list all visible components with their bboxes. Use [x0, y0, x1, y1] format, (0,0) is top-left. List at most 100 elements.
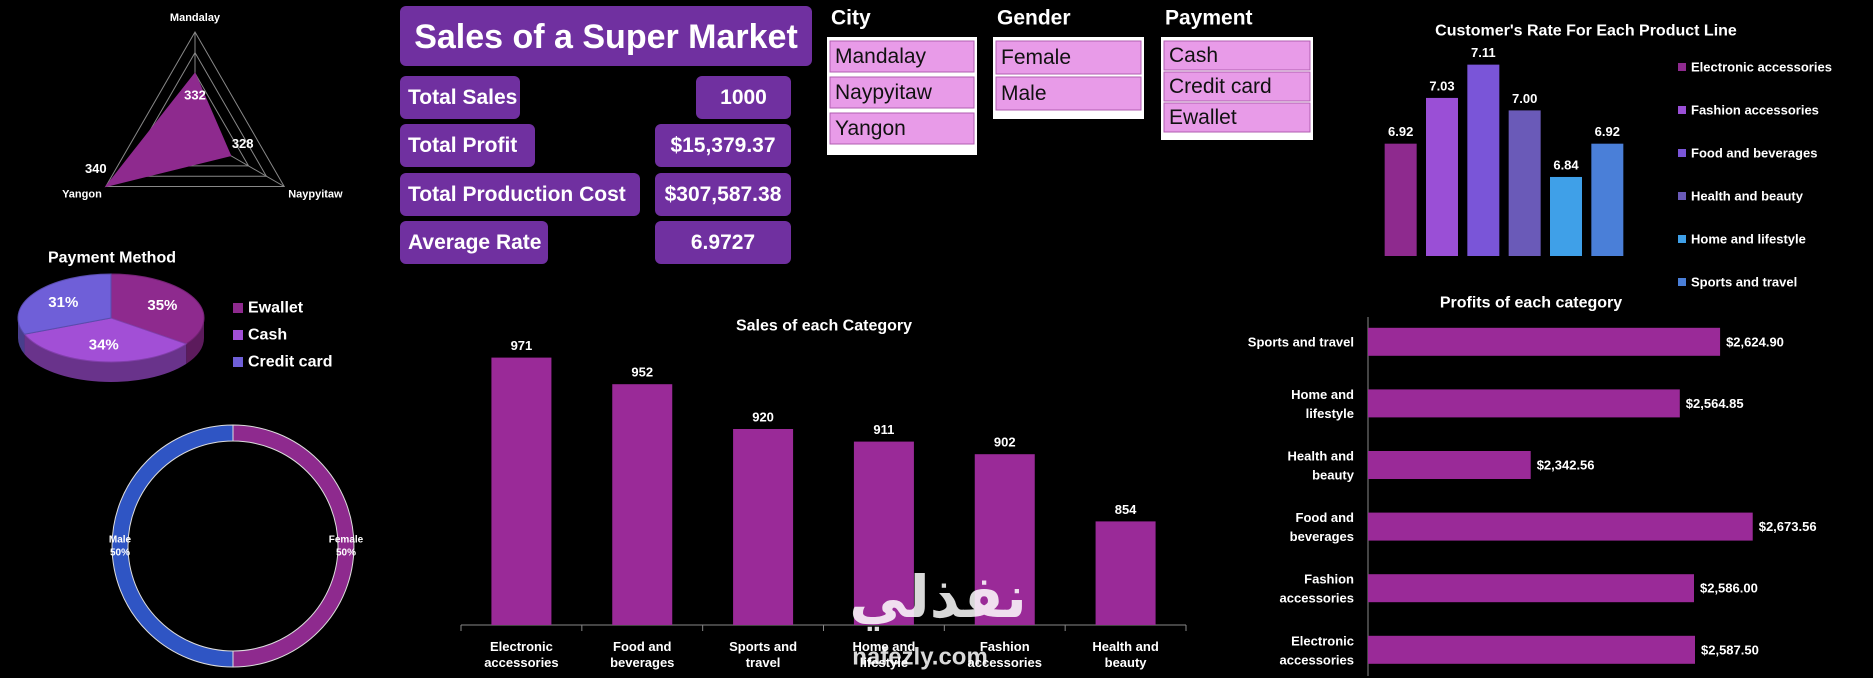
legend-swatch: [1678, 278, 1686, 286]
bar: [1368, 635, 1695, 664]
slicer-item-box[interactable]: [1163, 40, 1311, 71]
donut-segment: [232, 424, 355, 668]
pie-title: Payment Method: [48, 250, 176, 267]
kpi-label: Total Profit: [408, 134, 517, 157]
donut-segment: [111, 424, 234, 668]
slicer-item-box[interactable]: [829, 112, 975, 145]
slicer-item-box[interactable]: [995, 40, 1142, 75]
bar: [1591, 143, 1624, 256]
legend-swatch: [1678, 106, 1686, 114]
bar-value-label: 7.00: [1512, 91, 1537, 106]
radar-value: 328: [232, 136, 254, 151]
slicer-item-box[interactable]: [995, 76, 1142, 111]
slicer-item[interactable]: Cash: [1169, 44, 1218, 67]
legend-label: Food and beverages: [1691, 146, 1817, 161]
y-tick-label: Food and beverages: [1290, 510, 1354, 544]
donut-value: 50%: [110, 548, 130, 559]
x-tick-label: Health and beauty: [1092, 639, 1159, 670]
kpi-label: Average Rate: [408, 231, 541, 254]
bar-value-label: $2,342.56: [1537, 458, 1595, 473]
bar-value-label: 854: [1115, 502, 1137, 517]
pie-label: 34%: [89, 337, 119, 354]
slicer-item[interactable]: Naypyitaw: [835, 81, 933, 104]
slicer-item[interactable]: Mandalay: [835, 45, 927, 68]
bar-value-label: $2,587.50: [1701, 642, 1759, 657]
legend-swatch: [1678, 235, 1686, 243]
legend-label: Health and beauty: [1691, 189, 1804, 204]
grid-ring: [122, 51, 268, 177]
bar-value-label: 6.84: [1553, 157, 1579, 172]
x-tick-label: Food and beverages: [610, 639, 674, 670]
donut-category: Male: [109, 535, 132, 546]
kpi-label-box: [400, 124, 535, 167]
legend-label: Fashion accessories: [1691, 103, 1819, 118]
legend-label: Ewallet: [248, 300, 304, 317]
slicer-item[interactable]: Female: [1001, 46, 1071, 69]
kpi-value: $307,587.38: [665, 183, 782, 206]
legend-swatch: [1678, 63, 1686, 71]
kpi-label-box: [400, 76, 520, 119]
bar: [1368, 512, 1753, 541]
bar-value-label: $2,624.90: [1726, 334, 1784, 349]
bar: [733, 429, 794, 625]
kpi-value-box: [696, 76, 791, 119]
slicer-item[interactable]: Ewallet: [1169, 106, 1237, 129]
bar-value-label: 902: [994, 435, 1016, 450]
kpi-value: 1000: [720, 86, 767, 109]
slicer-item-box[interactable]: [1163, 102, 1311, 133]
kpi-label: Total Production Cost: [408, 183, 626, 206]
y-tick-label: Health and beauty: [1288, 448, 1355, 482]
bar-value-label: $2,564.85: [1686, 396, 1744, 411]
bar: [1550, 176, 1582, 256]
bar: [1368, 327, 1721, 356]
y-tick-label: Fashion accessories: [1280, 571, 1355, 605]
chart-title: Profits of each category: [1440, 295, 1622, 312]
legend-label: Electronic accessories: [1691, 60, 1832, 75]
kpi-label-box: [400, 221, 548, 264]
bar: [1508, 110, 1541, 257]
radar-category: Yangon: [62, 189, 102, 201]
radar-category: Naypyitaw: [288, 189, 343, 201]
pie-label: 35%: [147, 297, 177, 314]
radar-area: [104, 72, 232, 188]
slicer-item-box[interactable]: [829, 76, 975, 109]
chart-title: Sales of each Category: [736, 318, 912, 335]
legend-label: Credit card: [248, 354, 332, 371]
bar: [1368, 451, 1531, 479]
legend-swatch: [233, 357, 243, 367]
title-box: [400, 6, 812, 66]
bar-value-label: 7.03: [1429, 78, 1454, 93]
slicer-title: City: [831, 7, 871, 30]
bar: [1426, 97, 1458, 256]
bar: [853, 441, 914, 625]
bar-value-label: 6.92: [1595, 124, 1620, 139]
bar-value-label: 911: [873, 422, 894, 437]
slicer-item[interactable]: Male: [1001, 82, 1047, 105]
kpi-value: 6.9727: [691, 231, 755, 254]
bar: [491, 357, 552, 625]
watermark-logo: نفذلي: [849, 563, 1026, 631]
bar: [612, 384, 673, 625]
bar: [1368, 574, 1694, 603]
slicer-title: Payment: [1165, 7, 1253, 30]
legend-swatch: [1678, 192, 1686, 200]
legend-label: Cash: [248, 327, 287, 344]
slicer-item[interactable]: Yangon: [835, 117, 906, 140]
slicer-item-box[interactable]: [829, 40, 975, 73]
bar-value-label: 6.92: [1388, 124, 1413, 139]
watermark-site: nafezly.com: [852, 644, 988, 671]
x-tick-label: Fashion accessories: [968, 639, 1042, 670]
legend-swatch: [233, 330, 243, 340]
kpi-value: $15,379.37: [670, 134, 775, 157]
slicer-item[interactable]: Credit card: [1169, 75, 1272, 98]
pie-slice: [110, 273, 205, 345]
bar: [1467, 64, 1500, 256]
donut-category: Female: [329, 535, 364, 546]
dashboard-title: Sales of a Super Market: [414, 18, 798, 56]
bar-value-label: $2,586.00: [1700, 581, 1758, 596]
pie-slice: [17, 273, 112, 335]
radar-value: 340: [85, 161, 107, 176]
bar: [1384, 143, 1417, 256]
slicer-item-box[interactable]: [1163, 71, 1311, 102]
